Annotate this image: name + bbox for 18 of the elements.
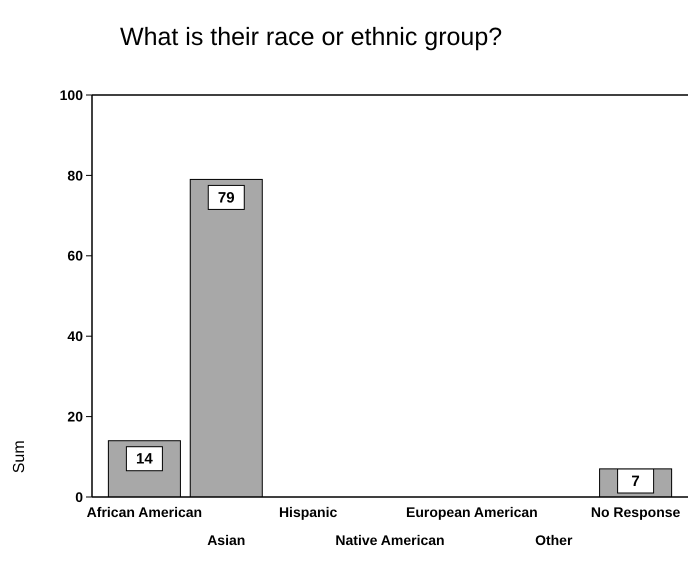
y-tick-label: 100 xyxy=(60,86,84,103)
y-tick-label: 80 xyxy=(67,167,84,184)
x-tick-label: Hispanic xyxy=(278,504,338,520)
x-tick-label: Other xyxy=(535,532,573,548)
x-tick-label: African American xyxy=(86,504,202,520)
data-label: 79 xyxy=(218,189,235,206)
x-tick-label: Native American xyxy=(335,532,445,548)
y-tick-label: 0 xyxy=(75,488,84,505)
y-axis-title: Sum xyxy=(11,440,28,474)
y-tick-label: 20 xyxy=(67,408,84,424)
data-label: 7 xyxy=(631,473,640,490)
x-tick-label: Asian xyxy=(207,532,246,548)
x-tick-label: No Response xyxy=(590,504,681,520)
y-tick-label: 60 xyxy=(67,248,84,264)
y-tick-label: 40 xyxy=(67,328,84,344)
chart-title: What is their race or ethnic group? xyxy=(120,23,502,51)
x-tick-label: European American xyxy=(406,504,538,520)
data-label: 14 xyxy=(136,450,154,468)
